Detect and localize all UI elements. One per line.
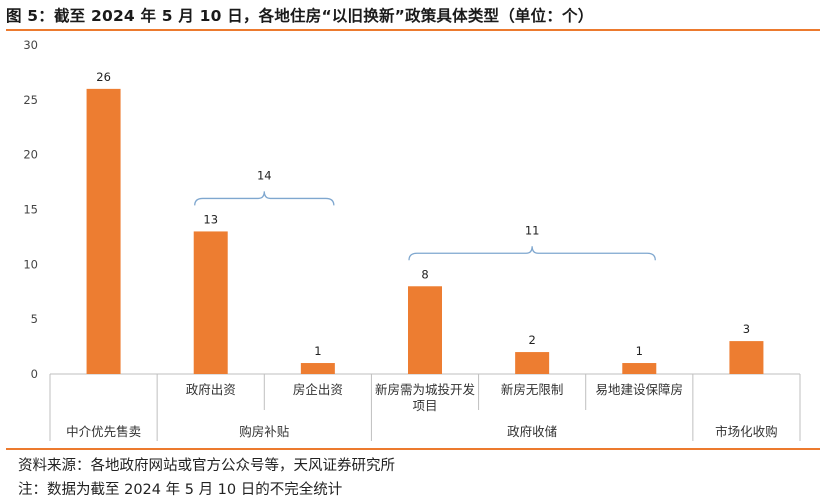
y-tick-label: 10 — [23, 257, 38, 271]
category-label: 易地建设保障房 — [596, 382, 684, 397]
title-divider — [6, 29, 820, 31]
group-brace — [194, 191, 335, 206]
data-label: 2 — [528, 333, 535, 347]
group-total-label: 11 — [525, 223, 540, 237]
category-label: 项目 — [412, 398, 437, 413]
bar-3 — [300, 363, 335, 374]
bar-6 — [622, 363, 657, 374]
bar-7 — [729, 341, 764, 374]
data-label: 1 — [636, 344, 643, 358]
y-tick-label: 20 — [23, 148, 38, 162]
group-total-label: 14 — [257, 168, 272, 182]
data-label: 8 — [421, 267, 428, 281]
data-label: 1 — [314, 344, 321, 358]
chart-title: 图 5：截至 2024 年 5 月 10 日，各地住房“以旧换新”政策具体类型（… — [6, 7, 594, 25]
y-tick-label: 15 — [23, 203, 38, 217]
y-tick-label: 0 — [31, 367, 38, 381]
bar-1 — [86, 88, 121, 374]
group-label: 市场化收购 — [715, 424, 778, 439]
data-label: 3 — [743, 322, 750, 336]
source-note: 资料来源：各地政府网站或官方公众号等，天风证券研究所 — [18, 458, 395, 474]
bar-5 — [515, 352, 550, 374]
bar-4 — [408, 286, 442, 374]
group-brace — [408, 246, 656, 261]
y-tick-label: 5 — [31, 312, 38, 326]
category-label: 房企出资 — [293, 382, 343, 397]
y-tick-label: 30 — [23, 38, 38, 52]
footer-divider — [6, 448, 820, 450]
group-label: 购房补贴 — [239, 424, 289, 439]
category-label: 政府出资 — [186, 382, 236, 397]
data-label: 26 — [96, 70, 111, 84]
group-label: 政府收储 — [507, 424, 557, 439]
y-tick-label: 25 — [23, 93, 38, 107]
category-label: 新房无限制 — [501, 382, 564, 397]
bar-2 — [193, 231, 228, 374]
category-label: 新房需为城投开发 — [375, 382, 476, 397]
data-label: 13 — [203, 212, 218, 226]
group-label: 中介优先售卖 — [66, 424, 141, 439]
data-note: 注：数据为截至 2024 年 5 月 10 日的不完全统计 — [18, 482, 343, 498]
